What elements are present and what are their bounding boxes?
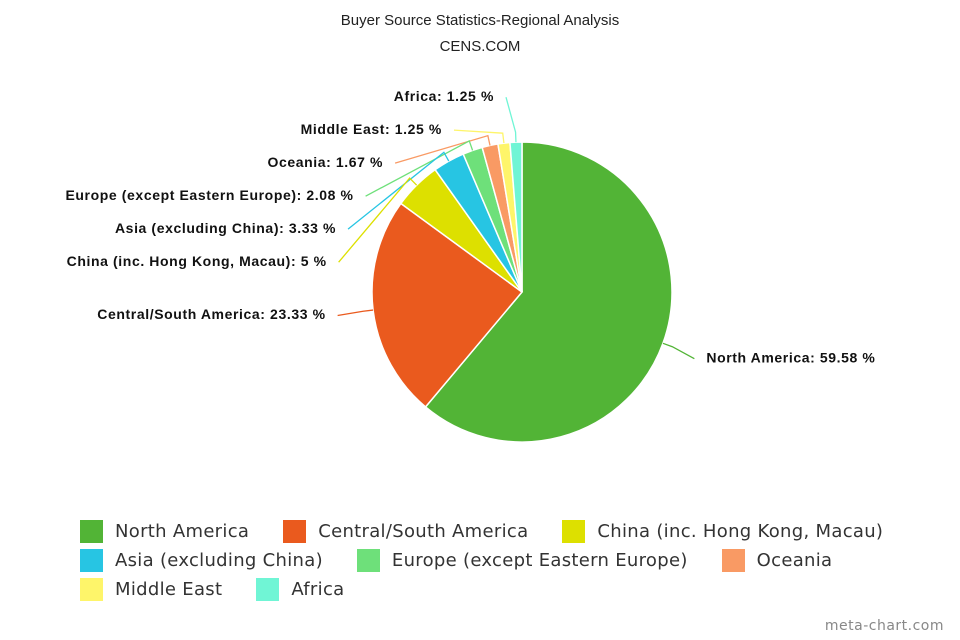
data-label: China (inc. Hong Kong, Macau): 5 %	[67, 253, 327, 269]
legend-swatch	[283, 520, 307, 543]
label-connector	[394, 134, 491, 164]
legend-label: North America	[115, 521, 250, 542]
legend-label: Central/South America	[318, 521, 529, 542]
legend-item: Central/South America	[283, 520, 528, 543]
legend-swatch	[256, 578, 280, 601]
credit: meta-chart.com	[824, 618, 944, 634]
legend-label: Oceania	[756, 550, 833, 571]
chart-subtitle: CENS.COM	[440, 38, 521, 55]
label-connector	[662, 342, 695, 360]
legend-swatch	[80, 578, 103, 601]
label-connector	[453, 129, 505, 144]
data-label: Middle East: 1.25 %	[301, 121, 442, 137]
legend-item: Oceania	[721, 549, 833, 572]
legend-label: Asia (excluding China)	[115, 550, 323, 571]
label-connector	[365, 140, 474, 197]
data-label: North America: 59.58 %	[706, 349, 875, 365]
legend-label: Africa	[291, 579, 345, 600]
label-connector	[347, 151, 450, 230]
legend-item: Europe (except Eastern Europe)	[356, 549, 688, 572]
legend: North America Central/South America China …	[80, 520, 900, 601]
legend-item: Asia (excluding China)	[80, 549, 323, 572]
legend-swatch	[80, 520, 103, 543]
chart-title: Buyer Source Statistics-Regional Analysi…	[341, 12, 619, 29]
legend-item: Middle East	[80, 578, 222, 601]
legend-item: China (inc. Hong Kong, Macau)	[562, 520, 883, 543]
data-label: Europe (except Eastern Europe): 2.08 %	[65, 187, 353, 203]
label-connector	[505, 96, 517, 143]
legend-item: North America	[80, 520, 249, 543]
pie-slice	[371, 202, 524, 408]
label-connector	[338, 177, 418, 263]
legend-swatch	[356, 549, 380, 572]
data-label: Central/South America: 23.33 %	[97, 306, 325, 322]
pie-slice	[424, 141, 673, 443]
data-label: Asia (excluding China): 3.33 %	[115, 220, 336, 236]
label-connector	[337, 309, 374, 317]
legend-swatch	[80, 549, 103, 572]
legend-label: Europe (except Eastern Europe)	[391, 550, 688, 571]
data-label: Africa: 1.25 %	[394, 88, 494, 104]
legend-label: Middle East	[115, 579, 223, 600]
data-label: Oceania: 1.67 %	[267, 154, 383, 170]
legend-swatch	[562, 520, 586, 543]
legend-swatch	[721, 549, 745, 572]
legend-label: China (inc. Hong Kong, Macau)	[597, 521, 884, 542]
legend-item: Africa	[256, 578, 344, 601]
